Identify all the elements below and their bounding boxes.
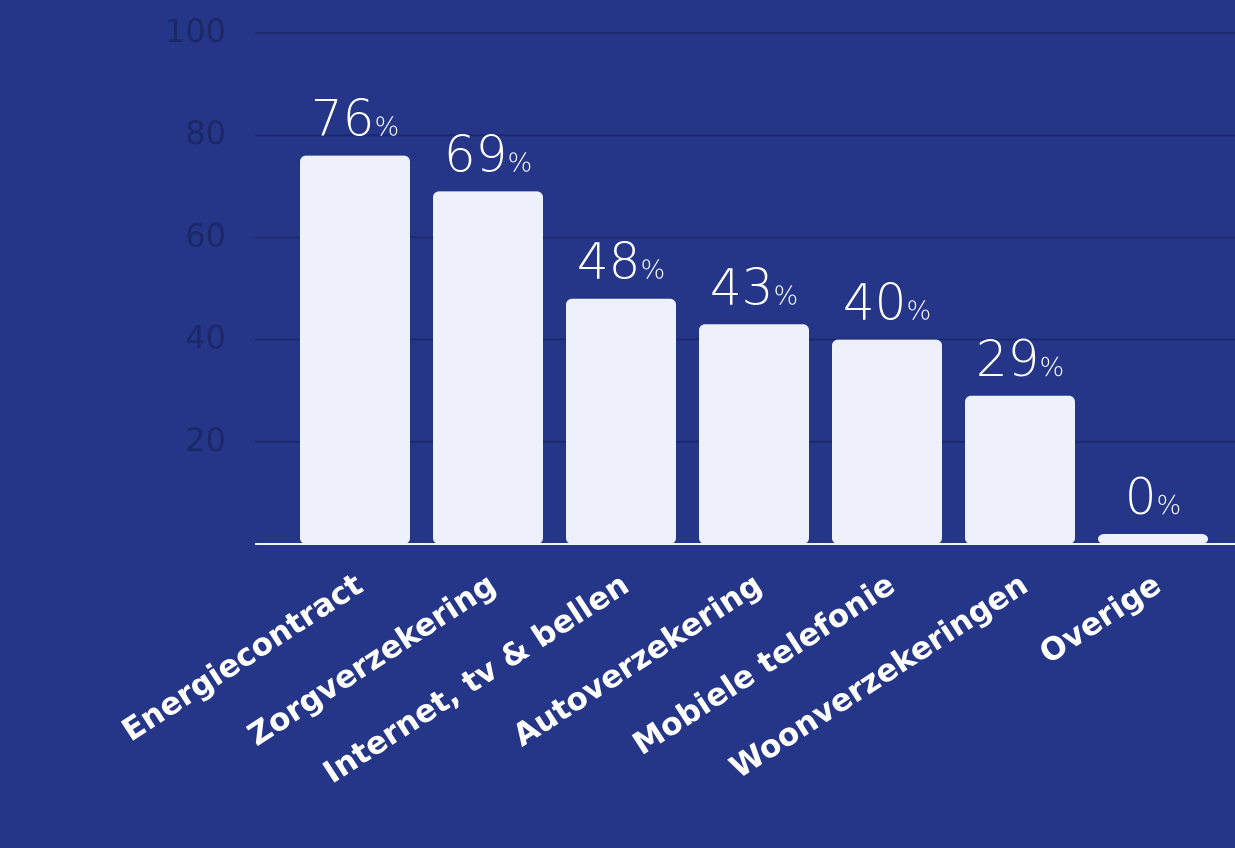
y-tick-label: 60 [185, 216, 226, 254]
value-label: 76% [311, 90, 399, 148]
value-label: 43% [710, 258, 798, 316]
bar [699, 324, 809, 544]
value-label: 29% [976, 330, 1064, 388]
bar [965, 395, 1075, 544]
y-tick-label: 40 [185, 319, 226, 357]
value-label: 48% [577, 233, 665, 291]
y-tick-label: 20 [185, 421, 226, 459]
bar [566, 298, 676, 544]
y-tick-label: 80 [185, 114, 226, 152]
bar [1098, 534, 1208, 544]
value-label: 40% [843, 274, 931, 332]
bar [832, 339, 942, 544]
value-label: 0% [1125, 468, 1182, 526]
y-tick-label: 100 [165, 12, 226, 50]
value-label: 69% [444, 125, 532, 183]
bar [433, 191, 543, 544]
bar [300, 155, 410, 544]
